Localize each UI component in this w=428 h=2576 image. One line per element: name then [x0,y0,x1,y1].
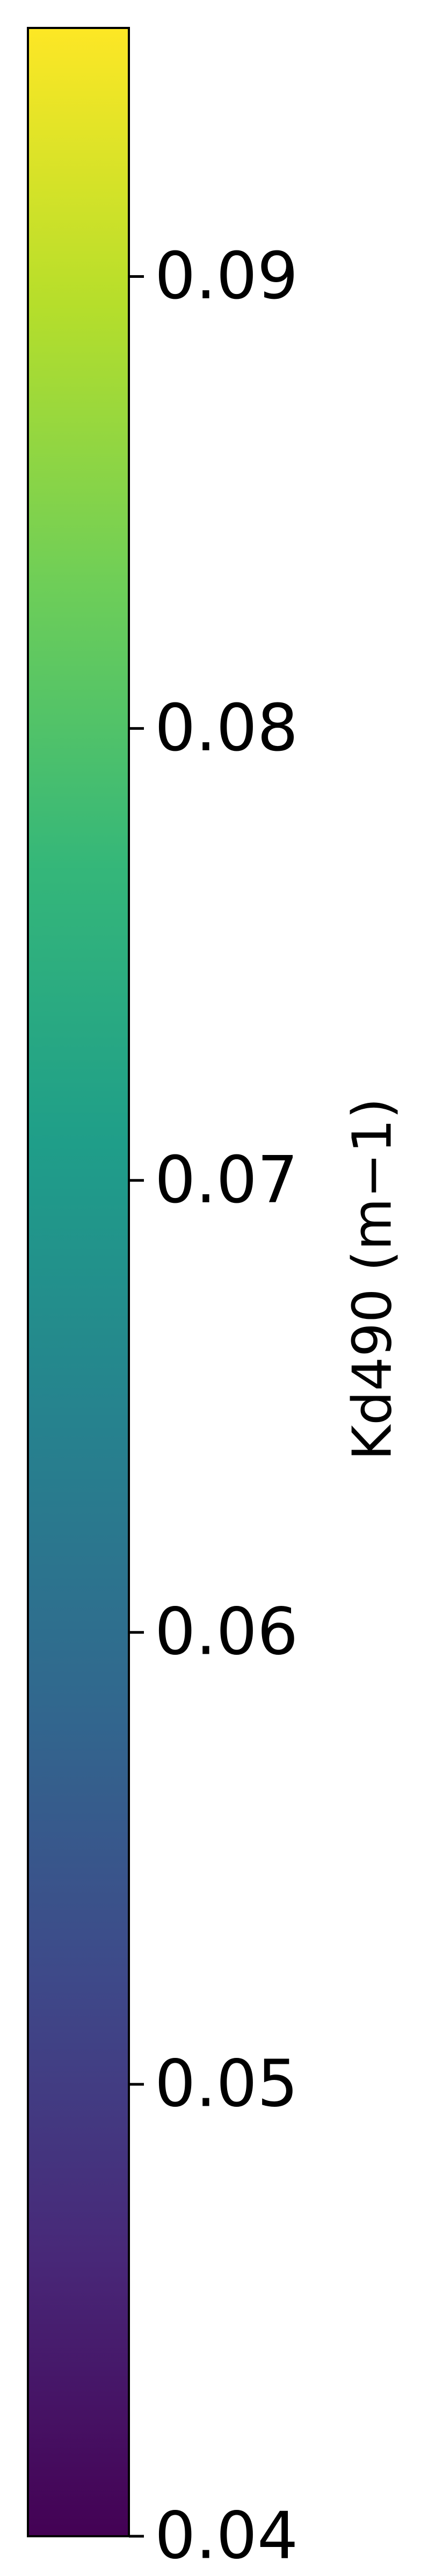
colorbar-axis-label: Kd490 (m−1) [340,1098,403,1461]
tick-label-0.04: 0.04 [155,2499,298,2574]
tick-label-0.09: 0.09 [155,239,298,314]
tick-label-0.07: 0.07 [155,1143,298,1218]
tick-label-0.08: 0.08 [155,691,298,766]
tick-group: 0.04 0.05 0.06 0.07 0.08 0.09 [129,239,298,2574]
tick-label-0.06: 0.06 [155,1595,298,1670]
tick-label-0.05: 0.05 [155,2047,298,2122]
colorbar-gradient [27,27,130,2537]
